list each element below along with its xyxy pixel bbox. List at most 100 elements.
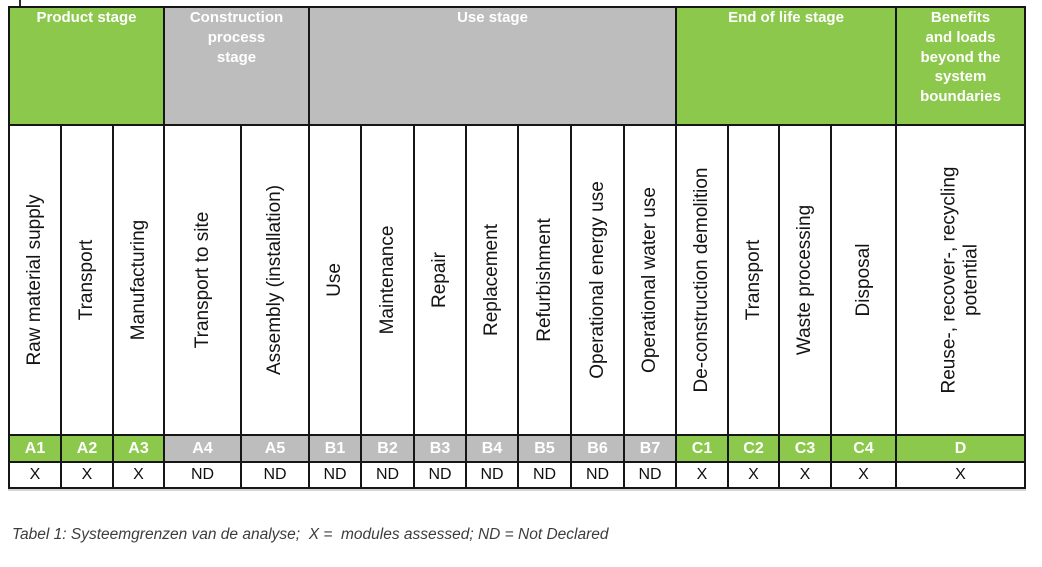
module-code-cell-B3: B3 [413, 434, 467, 463]
module-code-cell-A4: A4 [163, 434, 242, 463]
module-value-cell-C1: X [675, 461, 729, 489]
vertical-text-wrap: Manufacturing [114, 127, 163, 433]
vertical-text-wrap: Operational water use [625, 127, 675, 433]
module-code-cell-B2: B2 [360, 434, 415, 463]
module-value-cell-B2: ND [360, 461, 415, 489]
vertical-text-wrap: Transport to site [165, 127, 240, 433]
module-name-cell-C4: Disposal [830, 124, 897, 436]
stage-header-construction-process-stage: Construction process stage [163, 6, 310, 126]
module-name-label: Transport to site [191, 211, 213, 349]
module-name-cell-B6: Operational energy use [570, 124, 625, 436]
module-value-cell-C2: X [727, 461, 780, 489]
stage-header-row: Product stage Construction process stage U… [8, 6, 1026, 126]
module-name-label: Manufacturing [127, 219, 149, 341]
module-name-label: Raw material supply [24, 194, 45, 366]
module-name-label: De-construction demolition [691, 167, 712, 393]
module-name-cell-B2: Maintenance [360, 124, 415, 436]
module-code-cell-B7: B7 [623, 434, 677, 463]
module-value-cell-C3: X [778, 461, 832, 489]
module-name-label: Refurbishment [533, 218, 555, 342]
module-value-cell-B1: ND [308, 461, 362, 489]
module-code-row: A1 A2 A3 A4 A5 B1 B2 B3 B4 B5 B6 B7 C1 C2 C3 C4 D [8, 434, 1026, 463]
module-name-cell-A3: Manufacturing [112, 124, 165, 436]
module-code-cell-C4: C4 [830, 434, 897, 463]
module-name-cell-B4: Replacement [465, 124, 519, 436]
module-name-label: Use [324, 263, 345, 297]
module-name-cell-B1: Use [308, 124, 362, 436]
module-value-cell-A4: ND [163, 461, 242, 489]
stage-header-label: Product stage [36, 9, 137, 26]
module-name-label: Repair [429, 252, 450, 308]
vertical-text-wrap: Replacement [467, 127, 517, 433]
module-name-label: Maintenance [376, 225, 398, 335]
vertical-text-wrap: Use [310, 127, 360, 433]
module-code-cell-B6: B6 [570, 434, 625, 463]
stage-header-label: Use stage [457, 9, 528, 26]
vertical-text-wrap: Operational energy use [572, 127, 623, 433]
module-name-cell-A1: Raw material supply [8, 124, 62, 436]
stage-header-label: End of life stage [728, 9, 844, 26]
module-name-label: Assembly (installation) [264, 184, 285, 376]
module-name-cell-B7: Operational water use [623, 124, 677, 436]
module-name-label: Transport [742, 239, 764, 321]
module-code-cell-B5: B5 [517, 434, 572, 463]
vertical-text-wrap: Disposal [832, 127, 895, 433]
vertical-text-wrap: Repair [415, 127, 465, 433]
module-name-row: Raw material supply Transport Manufacturin… [8, 124, 1026, 436]
system-boundaries-table: Product stage Construction process stage U… [8, 6, 1026, 489]
stage-header-product-stage: Product stage [8, 6, 165, 126]
module-code-cell-B4: B4 [465, 434, 519, 463]
stage-header-end-of-life-stage: End of life stage [675, 6, 897, 126]
stage-header-label: Construction process stage [189, 9, 284, 66]
vertical-text-wrap: Refurbishment [519, 127, 570, 433]
module-value-cell-C4: X [830, 461, 897, 489]
vertical-text-wrap: Reuse-, recover-, recycling potential [897, 127, 1024, 433]
module-value-cell-A1: X [8, 461, 62, 489]
module-code-cell-D: D [895, 434, 1026, 463]
module-name-cell-A2: Transport [60, 124, 114, 436]
module-name-label: Waste processing [794, 204, 815, 356]
module-value-cell-D: X [895, 461, 1026, 489]
vertical-text-wrap: De-construction demolition [677, 127, 727, 433]
vertical-text-wrap: Waste processing [780, 127, 830, 433]
module-value-cell-A3: X [112, 461, 165, 489]
module-name-cell-D: Reuse-, recover-, recycling potential [895, 124, 1026, 436]
module-value-cell-A5: ND [240, 461, 310, 489]
vertical-text-wrap: Maintenance [362, 127, 413, 433]
vertical-text-wrap: Assembly (installation) [242, 127, 308, 433]
module-value-cell-A2: X [60, 461, 114, 489]
module-name-label: Replacement [481, 224, 502, 336]
module-name-cell-B3: Repair [413, 124, 467, 436]
module-value-cell-B6: ND [570, 461, 625, 489]
module-code-cell-B1: B1 [308, 434, 362, 463]
module-value-cell-B3: ND [413, 461, 467, 489]
module-code-cell-C1: C1 [675, 434, 729, 463]
table-caption: Tabel 1: Systeemgrenzen van de analyse; … [12, 526, 609, 543]
table-wrapper: Product stage Construction process stage U… [8, 6, 1026, 489]
stage-header-benefits-and-loads-beyond-the-system-boundaries: Benefits and loads beyond the system bou… [895, 6, 1026, 126]
stage-header-label: Benefits and loads beyond the system bou… [920, 9, 1001, 106]
module-value-cell-B7: ND [623, 461, 677, 489]
stage-header-use-stage: Use stage [308, 6, 677, 126]
module-code-cell-A2: A2 [60, 434, 114, 463]
module-name-cell-A5: Assembly (installation) [240, 124, 310, 436]
module-name-cell-C3: Waste processing [778, 124, 832, 436]
module-name-label: Reuse-, recover-, recycling potential [938, 166, 982, 394]
vertical-text-wrap: Transport [729, 127, 778, 433]
module-name-label: Disposal [852, 243, 874, 317]
module-code-cell-A1: A1 [8, 434, 62, 463]
module-code-cell-A3: A3 [112, 434, 165, 463]
module-code-cell-A5: A5 [240, 434, 310, 463]
module-name-cell-A4: Transport to site [163, 124, 242, 436]
module-name-label: Operational energy use [586, 181, 608, 379]
module-code-cell-C2: C2 [727, 434, 780, 463]
module-name-label: Operational water use [639, 187, 660, 373]
module-name-cell-C1: De-construction demolition [675, 124, 729, 436]
vertical-text-wrap: Transport [62, 127, 112, 433]
module-value-row: X X X ND ND ND ND ND ND ND ND ND X X X X X [8, 461, 1026, 489]
module-value-cell-B4: ND [465, 461, 519, 489]
page-edge-artifact-line [19, 0, 21, 10]
vertical-text-wrap: Raw material supply [10, 127, 60, 433]
module-code-cell-C3: C3 [778, 434, 832, 463]
